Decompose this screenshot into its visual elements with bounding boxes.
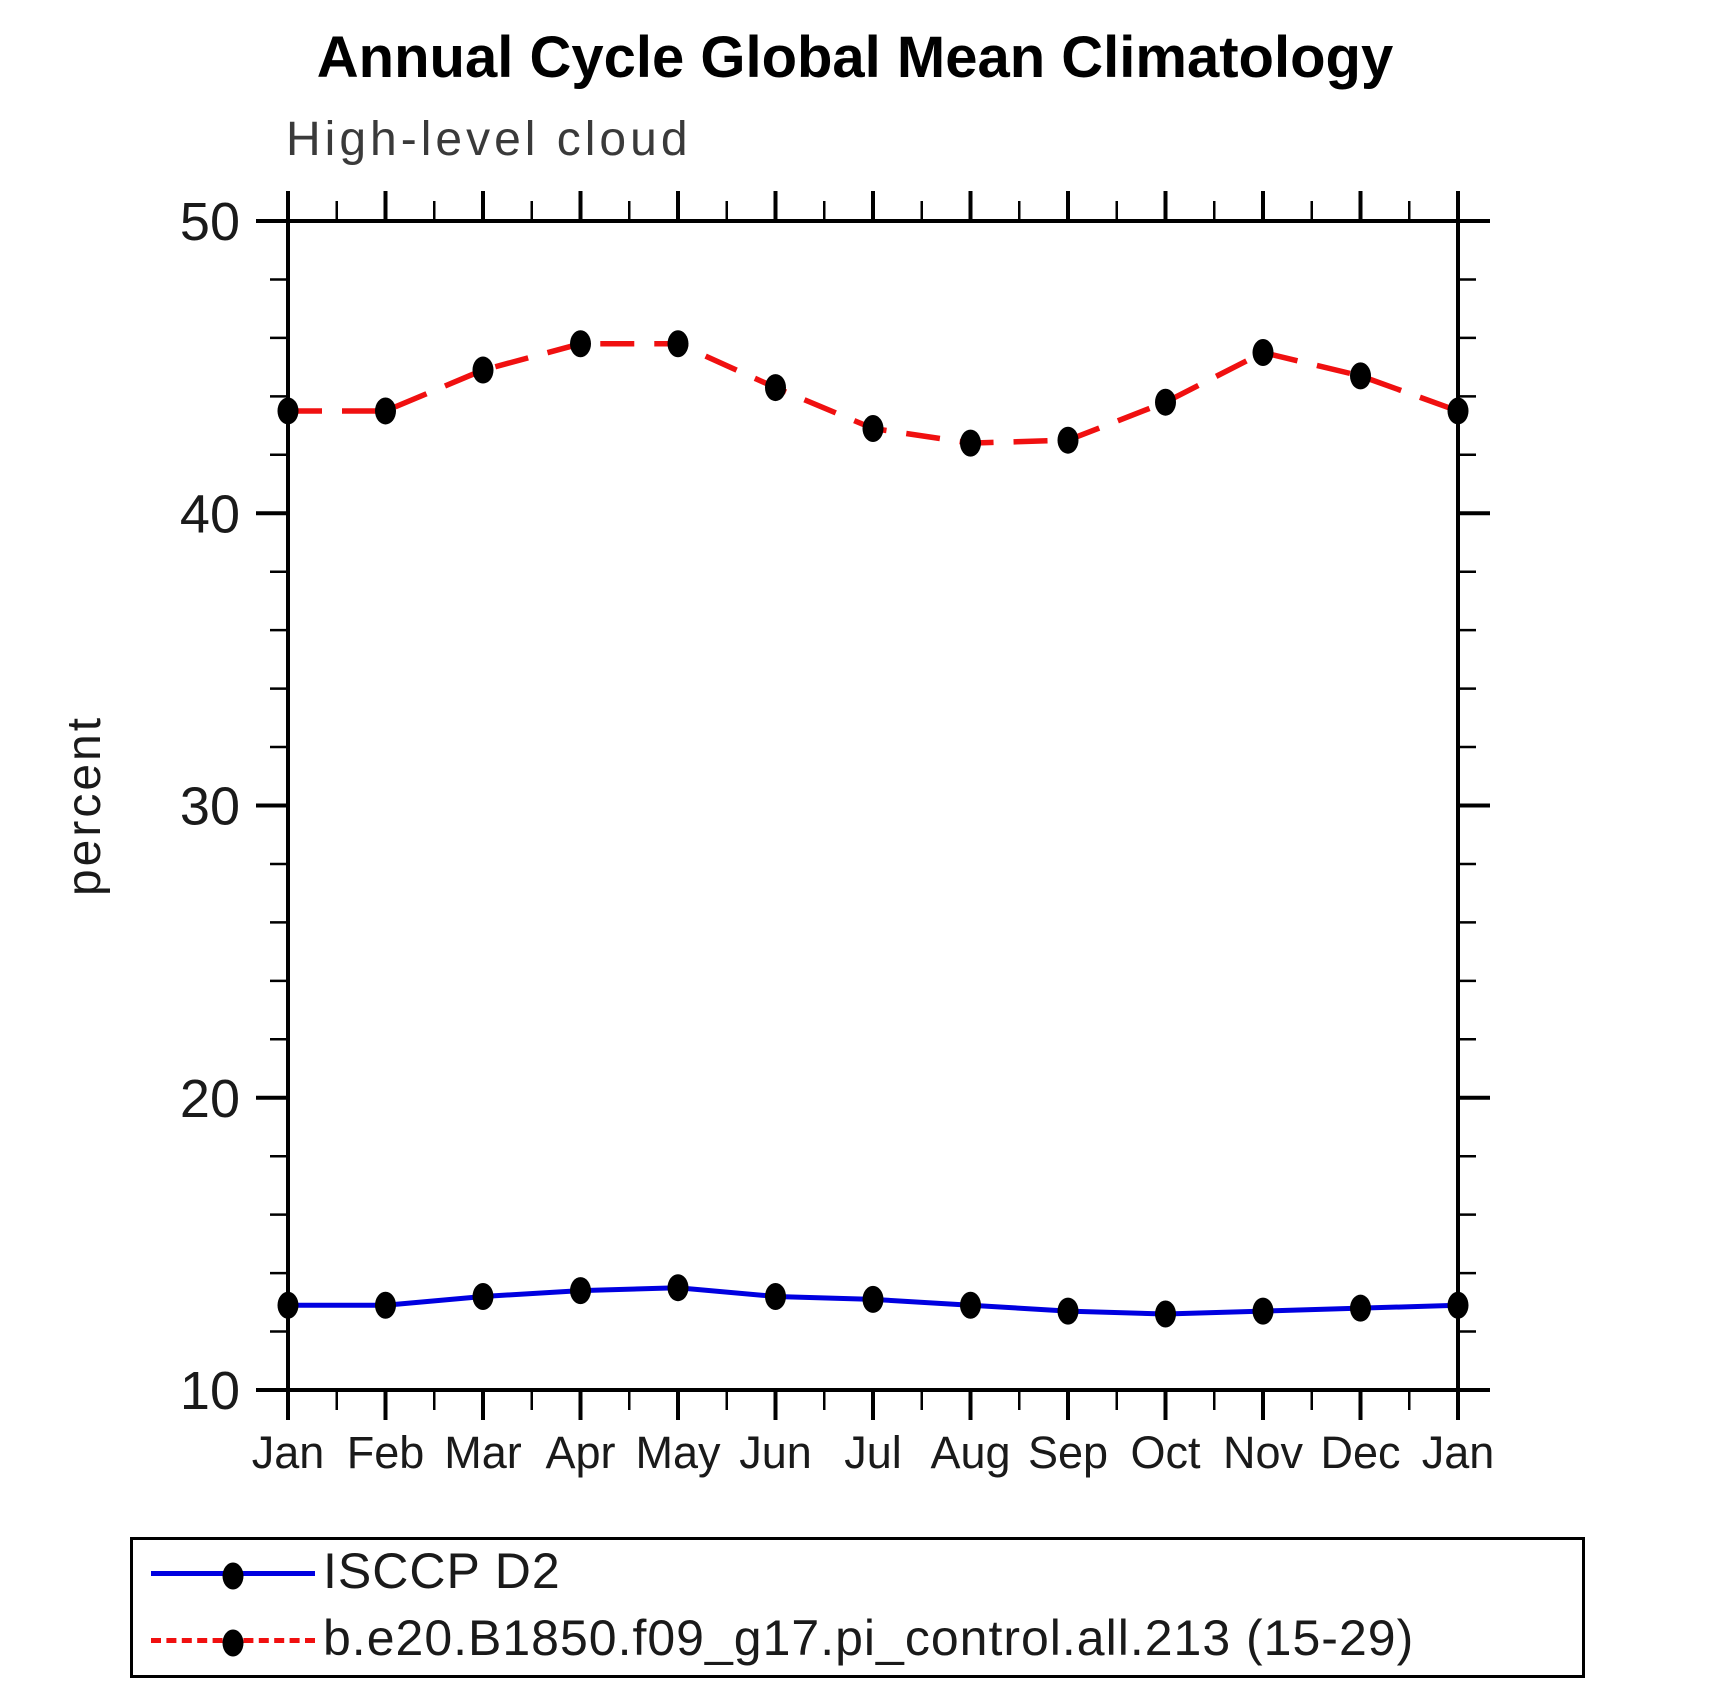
x-tick-label: Nov	[1223, 1427, 1304, 1478]
legend-line-sample-dashed	[151, 1629, 315, 1656]
legend-label-isccp-d2: ISCCP D2	[323, 1543, 561, 1599]
legend-marker-circle-icon	[222, 1629, 244, 1656]
data-point-marker	[765, 374, 786, 402]
x-tick-label: Apr	[545, 1427, 615, 1478]
data-point-marker	[1155, 388, 1176, 416]
data-point-marker	[277, 397, 299, 425]
axis-ticks	[256, 191, 1490, 1420]
data-point-marker	[1252, 339, 1274, 367]
chart-subtitle: High-level cloud	[286, 113, 692, 166]
data-point-marker	[667, 330, 689, 358]
data-point-marker	[862, 1285, 884, 1313]
axis-tick-labels: 10 20 30 40 50 Jan Feb Mar Apr May Jun Jul Aug Sep Oct…	[180, 192, 1494, 1478]
data-point-marker	[570, 330, 591, 358]
y-tick-label: 10	[180, 1361, 240, 1421]
x-tick-label: Jan	[1422, 1427, 1495, 1478]
x-tick-label: Feb	[347, 1427, 425, 1478]
data-point-marker	[1350, 362, 1371, 390]
chart-title: Annual Cycle Global Mean Climatology	[316, 25, 1394, 90]
x-tick-label: Mar	[444, 1427, 522, 1478]
series-isccp-d2	[277, 1274, 1469, 1328]
data-point-marker	[570, 1277, 591, 1305]
data-point-marker	[375, 397, 396, 425]
x-tick-label: Jul	[844, 1427, 902, 1478]
data-point-marker	[1447, 397, 1469, 425]
series-model-run	[277, 330, 1469, 457]
plot-frame	[286, 219, 1460, 1392]
data-point-marker	[277, 1291, 299, 1319]
data-point-marker	[1447, 1291, 1469, 1319]
y-axis-label: percent	[58, 715, 111, 896]
x-tick-label: Oct	[1130, 1427, 1201, 1478]
data-point-marker	[960, 1291, 981, 1319]
legend-entry-model-run: b.e20.B1850.f09_g17.pi_control.all.213 (…	[151, 1610, 1415, 1666]
x-tick-label: Dec	[1320, 1427, 1400, 1478]
legend-marker-circle-icon	[222, 1562, 244, 1589]
y-tick-label: 40	[180, 484, 240, 544]
data-point-marker	[1252, 1297, 1274, 1325]
y-tick-label: 30	[180, 777, 240, 837]
data-point-marker	[862, 414, 884, 442]
x-tick-label: May	[635, 1427, 721, 1478]
data-point-marker	[375, 1291, 396, 1319]
data-point-marker	[1057, 1297, 1079, 1325]
legend-line-sample-solid	[151, 1562, 315, 1589]
data-point-marker	[1057, 426, 1079, 454]
x-tick-label: Jun	[739, 1427, 812, 1478]
data-point-marker	[472, 356, 494, 384]
data-point-marker	[765, 1282, 786, 1310]
legend-label-model-run: b.e20.B1850.f09_g17.pi_control.all.213 (…	[323, 1610, 1415, 1666]
x-tick-label: Sep	[1028, 1427, 1108, 1478]
data-point-marker	[667, 1274, 689, 1302]
x-tick-label: Jan	[252, 1427, 325, 1478]
legend-box: ISCCP D2 b.e20.B1850.f09_g17.pi_control.…	[130, 1537, 1585, 1678]
x-tick-label: Aug	[930, 1427, 1010, 1478]
data-point-marker	[472, 1282, 494, 1310]
y-tick-label: 20	[180, 1069, 240, 1129]
y-tick-label: 50	[180, 192, 240, 252]
data-point-marker	[960, 429, 981, 457]
legend-entry-isccp-d2: ISCCP D2	[151, 1543, 561, 1599]
data-point-marker	[1155, 1300, 1176, 1328]
data-point-marker	[1350, 1294, 1371, 1322]
